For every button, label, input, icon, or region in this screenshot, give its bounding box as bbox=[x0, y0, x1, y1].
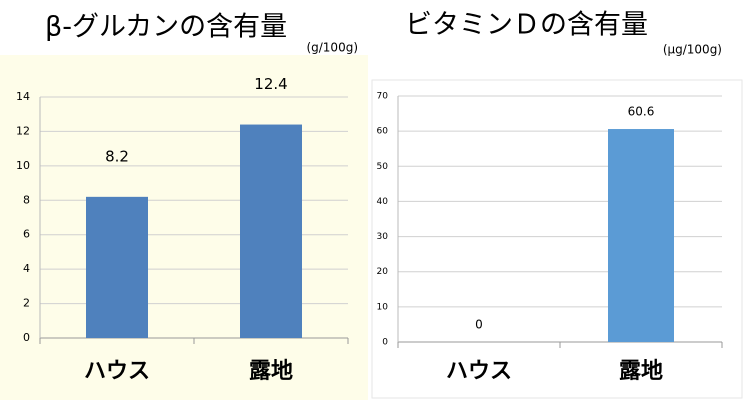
data-label: 60.6 bbox=[628, 105, 655, 119]
data-label: 0 bbox=[475, 318, 483, 332]
data-label: 8.2 bbox=[105, 147, 129, 165]
y-tick-label: 8 bbox=[23, 193, 30, 206]
chart-subtitle: (µg/100g) bbox=[663, 43, 722, 57]
bar bbox=[86, 196, 148, 338]
y-tick-label: 6 bbox=[23, 228, 30, 241]
chart-title: ビタミンＤの含有量 bbox=[405, 10, 648, 41]
y-tick-label: 70 bbox=[377, 92, 389, 102]
y-tick-label: 12 bbox=[16, 124, 30, 137]
bar bbox=[608, 129, 674, 342]
y-tick-label: 0 bbox=[23, 331, 30, 344]
y-tick-label: 4 bbox=[23, 262, 30, 275]
x-tick-label: 露地 bbox=[249, 359, 293, 384]
y-tick-label: 50 bbox=[377, 162, 389, 172]
chart-subtitle: (g/100g) bbox=[306, 41, 358, 55]
y-tick-label: 10 bbox=[16, 159, 30, 172]
bar bbox=[240, 124, 302, 339]
chart-title: β-グルカンの含有量 bbox=[45, 12, 287, 43]
y-tick-label: 14 bbox=[16, 90, 30, 103]
y-tick-label: 60 bbox=[377, 127, 389, 137]
y-tick-label: 40 bbox=[377, 197, 389, 207]
y-tick-label: 30 bbox=[377, 232, 389, 242]
data-label: 12.4 bbox=[254, 75, 287, 93]
x-tick-label: ハウス bbox=[84, 359, 150, 384]
y-tick-label: 10 bbox=[377, 302, 389, 312]
x-tick-label: ハウス bbox=[446, 359, 512, 384]
y-tick-label: 0 bbox=[382, 338, 388, 348]
y-tick-label: 2 bbox=[23, 297, 30, 310]
chart-background bbox=[371, 79, 743, 399]
y-tick-label: 20 bbox=[377, 267, 389, 277]
x-tick-label: 露地 bbox=[619, 359, 663, 384]
chart-background bbox=[0, 55, 368, 400]
